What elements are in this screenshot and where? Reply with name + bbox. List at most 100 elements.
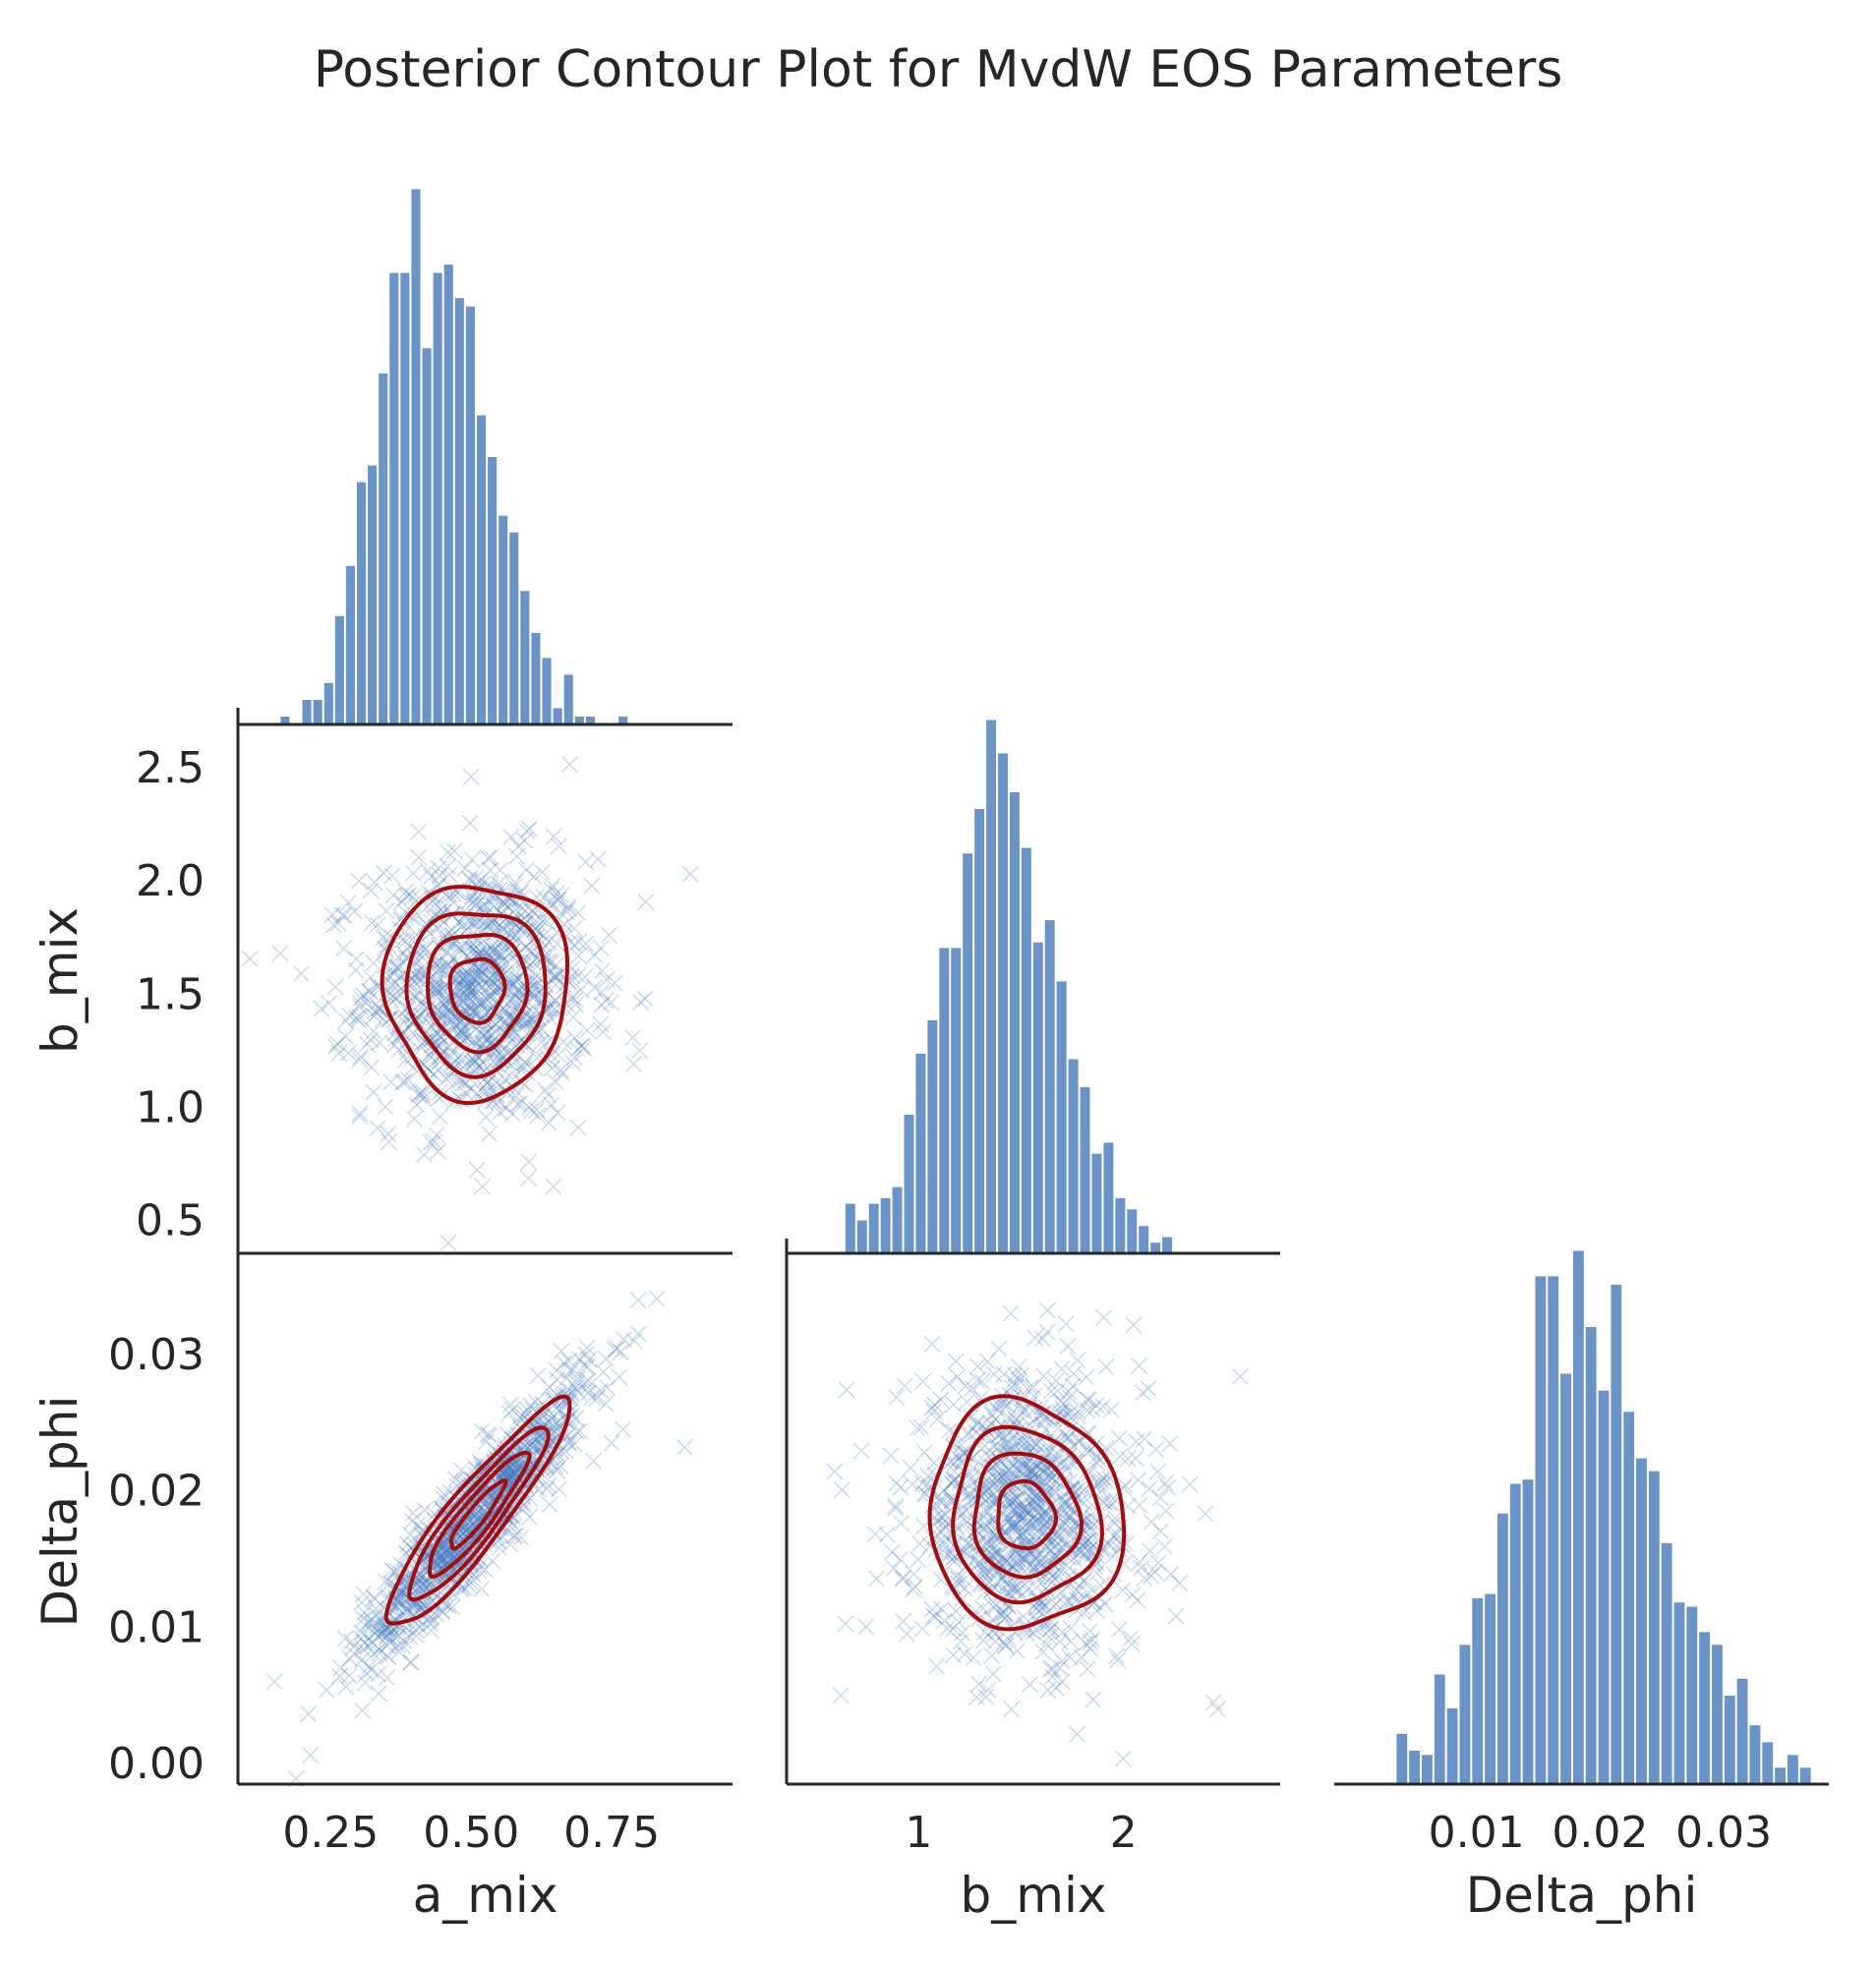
scatter-point: [534, 1395, 552, 1413]
scatter-point: [573, 1037, 591, 1055]
scatter-point: [455, 1474, 473, 1491]
scatter-point: [520, 1098, 538, 1116]
scatter-point: [463, 1542, 481, 1560]
scatter-point: [404, 1599, 422, 1617]
kde-contour-line: [380, 885, 569, 1106]
scatter-point: [341, 1007, 359, 1024]
hist-bar: [399, 271, 411, 725]
scatter-point: [377, 1573, 394, 1590]
scatter-point: [451, 1541, 469, 1559]
scatter-point: [526, 986, 544, 1004]
scatter-point: [419, 1570, 437, 1588]
a-mix-xtick-label: 0.50: [423, 1808, 519, 1858]
scatter-point: [463, 980, 481, 998]
scatter-point: [503, 1455, 521, 1473]
scatter-point: [370, 1685, 387, 1703]
scatter-point: [411, 1084, 429, 1102]
scatter-point: [547, 992, 564, 1010]
scatter-point: [392, 909, 410, 927]
scatter-point: [465, 940, 483, 957]
hist-bar: [1698, 1631, 1712, 1785]
scatter-point: [371, 1645, 388, 1662]
scatter-point: [586, 947, 603, 964]
scatter-point: [546, 968, 563, 986]
scatter-point: [570, 1384, 588, 1402]
scatter-point: [489, 1532, 506, 1550]
scatter-point: [560, 756, 578, 774]
scatter-point: [453, 986, 471, 1004]
scatter-point: [504, 990, 522, 1008]
hist-bar: [1584, 1326, 1598, 1785]
scatter-point: [447, 1018, 465, 1036]
scatter-point: [449, 1556, 467, 1574]
scatter-point: [434, 1593, 451, 1611]
scatter-point: [571, 1422, 589, 1440]
scatter-point: [545, 1178, 562, 1195]
scatter-point: [467, 973, 485, 991]
scatter-point: [454, 969, 472, 987]
scatter-point: [378, 902, 395, 920]
scatter-point: [458, 1029, 476, 1047]
hist-bar: [1723, 1695, 1736, 1785]
hist-bar: [1008, 791, 1021, 1254]
scatter-point: [513, 899, 531, 917]
scatter-point: [398, 1600, 416, 1618]
scatter-point: [458, 1526, 476, 1543]
scatter-point: [539, 1417, 557, 1435]
scatter-point: [491, 1539, 508, 1557]
scatter-point: [469, 1511, 487, 1529]
scatter-point: [535, 985, 553, 1003]
scatter-point: [435, 1551, 452, 1569]
scatter-point: [351, 1051, 369, 1069]
scatter-point: [497, 1002, 514, 1019]
scatter-point: [484, 943, 501, 960]
scatter-point: [454, 1050, 472, 1068]
scatter-point: [363, 1059, 381, 1076]
x-axis-label: a_mix: [413, 1867, 558, 1924]
scatter-point: [410, 1086, 428, 1104]
hist-bar: [1433, 1673, 1446, 1785]
scatter-point: [493, 947, 510, 964]
scatter-point: [455, 1539, 473, 1557]
scatter-point: [454, 1540, 472, 1558]
scatter-point: [428, 970, 445, 988]
b-mix-ytick-label: 2.0: [136, 856, 205, 906]
scatter-point: [501, 1435, 519, 1453]
scatter-point: [497, 910, 514, 928]
scatter-point: [456, 981, 474, 999]
scatter-point: [543, 1046, 560, 1064]
scatter-point: [461, 1554, 479, 1572]
hist-bar: [1735, 1677, 1749, 1785]
scatter-point: [360, 1630, 378, 1647]
scatter-point: [403, 1512, 421, 1530]
scatter-point: [463, 1504, 481, 1522]
scatter-point: [352, 995, 370, 1012]
scatter-point: [435, 1485, 452, 1503]
scatter-point: [412, 994, 430, 1011]
hist-bar: [1395, 1732, 1409, 1785]
scatter-point: [522, 1102, 540, 1120]
scatter-point: [458, 1514, 476, 1532]
scatter-point: [393, 893, 411, 910]
scatter-point: [465, 892, 483, 909]
scatter-point: [424, 1566, 441, 1584]
scatter-point: [379, 1669, 396, 1686]
scatter-point: [458, 969, 476, 987]
scatter-point: [481, 978, 498, 996]
scatter-point: [417, 990, 435, 1008]
scatter-point: [336, 1630, 354, 1647]
scatter-point: [544, 877, 561, 895]
scatter-point: [395, 945, 413, 962]
scatter-point: [432, 960, 449, 978]
scatter-point: [381, 1604, 398, 1622]
scatter-point: [423, 1622, 440, 1640]
scatter-point: [467, 869, 485, 887]
scatter-point: [292, 965, 310, 983]
scatter-point: [365, 1022, 382, 1040]
scatter-point: [451, 1553, 469, 1571]
scatter-point: [501, 1535, 519, 1553]
scatter-point: [568, 1040, 586, 1058]
scatter-point: [453, 1031, 471, 1049]
scatter-point: [504, 1471, 522, 1488]
delta-phi-ytick-label: 0.02: [108, 1467, 205, 1517]
